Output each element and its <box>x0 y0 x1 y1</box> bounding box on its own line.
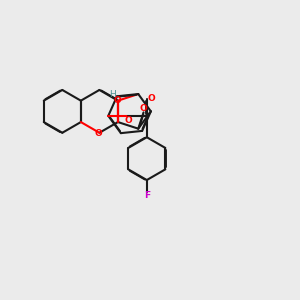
Text: F: F <box>144 191 150 200</box>
Text: O: O <box>147 94 155 103</box>
Text: H: H <box>109 90 116 99</box>
Text: O: O <box>113 96 121 105</box>
Text: O: O <box>124 116 132 125</box>
Text: O: O <box>94 129 102 138</box>
Text: O: O <box>140 104 147 113</box>
